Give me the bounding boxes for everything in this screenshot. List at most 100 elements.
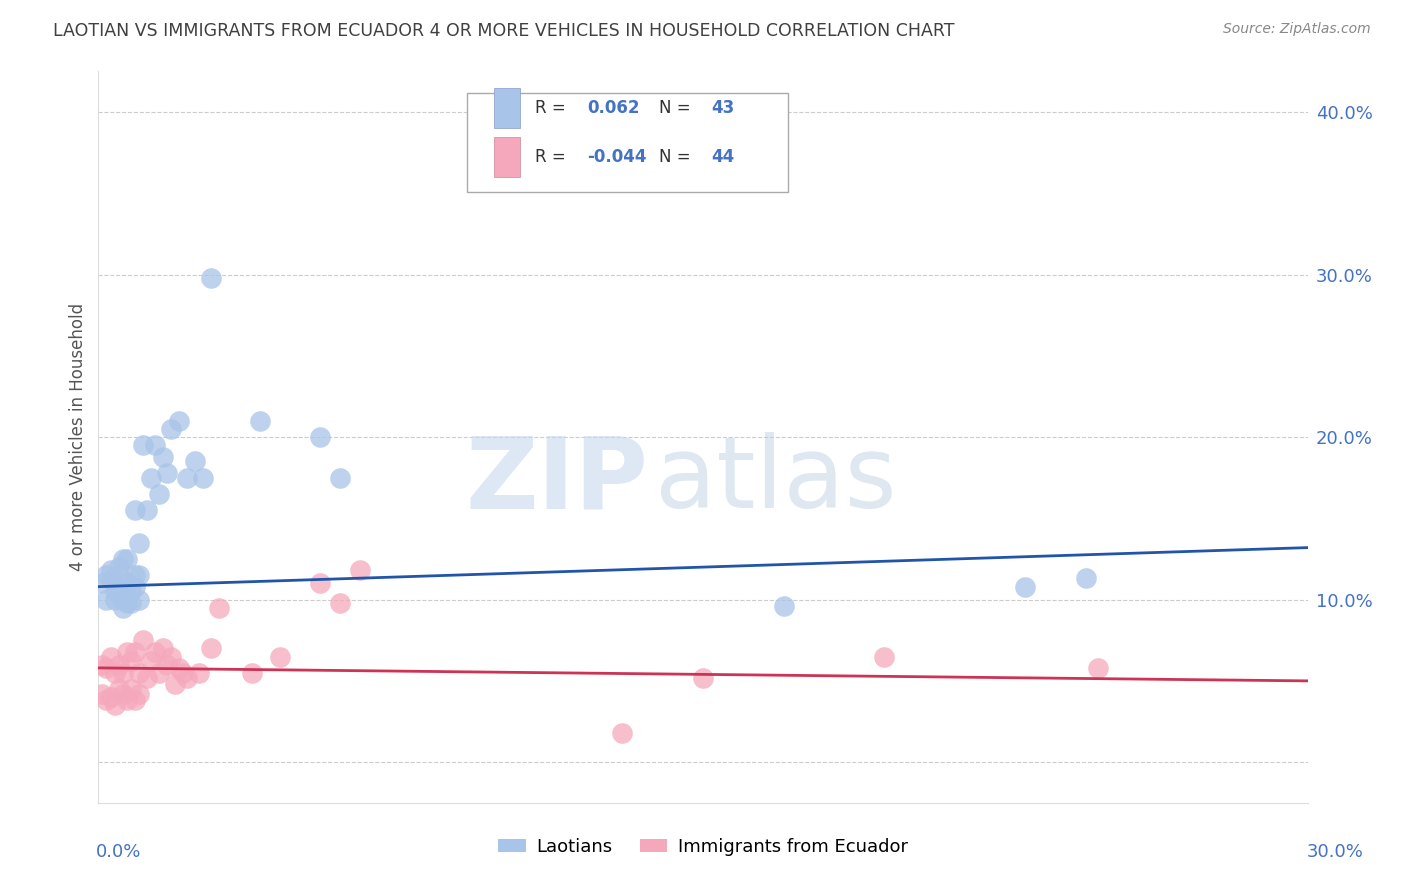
- Text: Source: ZipAtlas.com: Source: ZipAtlas.com: [1223, 22, 1371, 37]
- Point: [107, 657, 129, 672]
- Point: [128, 592, 150, 607]
- Point: [135, 503, 157, 517]
- Point: [111, 600, 134, 615]
- Text: R =: R =: [534, 148, 571, 166]
- Point: [208, 600, 231, 615]
- Point: [139, 654, 162, 668]
- Point: [200, 641, 222, 656]
- Point: [269, 649, 291, 664]
- Point: [103, 592, 125, 607]
- Text: R =: R =: [534, 99, 571, 117]
- Point: [111, 665, 134, 680]
- Point: [309, 576, 332, 591]
- Point: [100, 573, 122, 587]
- Point: [115, 645, 138, 659]
- Point: [115, 552, 138, 566]
- Point: [329, 471, 352, 485]
- Point: [103, 584, 125, 599]
- Point: [612, 726, 634, 740]
- Point: [115, 596, 138, 610]
- Point: [103, 665, 125, 680]
- Point: [329, 596, 352, 610]
- Text: N =: N =: [659, 148, 696, 166]
- Text: 30.0%: 30.0%: [1308, 843, 1364, 861]
- Point: [128, 568, 150, 582]
- Text: 0.062: 0.062: [586, 99, 640, 117]
- Point: [107, 560, 129, 574]
- FancyBboxPatch shape: [494, 88, 520, 128]
- Point: [111, 687, 134, 701]
- Point: [128, 687, 150, 701]
- Point: [176, 671, 198, 685]
- Point: [124, 693, 146, 707]
- Text: LAOTIAN VS IMMIGRANTS FROM ECUADOR 4 OR MORE VEHICLES IN HOUSEHOLD CORRELATION C: LAOTIAN VS IMMIGRANTS FROM ECUADOR 4 OR …: [53, 22, 955, 40]
- Point: [156, 657, 179, 672]
- Point: [692, 671, 714, 685]
- Point: [873, 649, 896, 664]
- Point: [188, 665, 211, 680]
- Point: [148, 665, 170, 680]
- Point: [96, 693, 118, 707]
- Point: [139, 471, 162, 485]
- Point: [132, 633, 155, 648]
- Point: [240, 665, 263, 680]
- Point: [163, 677, 186, 691]
- Point: [156, 466, 179, 480]
- Point: [160, 649, 183, 664]
- Point: [167, 661, 190, 675]
- Point: [1087, 661, 1109, 675]
- Point: [167, 414, 190, 428]
- Point: [115, 576, 138, 591]
- Text: 0.0%: 0.0%: [96, 843, 141, 861]
- Point: [96, 568, 118, 582]
- Point: [128, 535, 150, 549]
- Point: [120, 584, 142, 599]
- Point: [143, 438, 166, 452]
- Point: [132, 438, 155, 452]
- Point: [91, 687, 114, 701]
- Y-axis label: 4 or more Vehicles in Household: 4 or more Vehicles in Household: [69, 303, 87, 571]
- Point: [115, 693, 138, 707]
- Text: atlas: atlas: [655, 433, 896, 530]
- Text: N =: N =: [659, 99, 696, 117]
- Point: [107, 681, 129, 696]
- Text: 44: 44: [711, 148, 735, 166]
- Point: [100, 563, 122, 577]
- Point: [107, 568, 129, 582]
- Point: [100, 649, 122, 664]
- Point: [96, 592, 118, 607]
- Point: [148, 487, 170, 501]
- Point: [96, 661, 118, 675]
- Point: [193, 471, 215, 485]
- Point: [135, 671, 157, 685]
- Point: [1014, 580, 1036, 594]
- Point: [152, 450, 174, 464]
- Text: ZIP: ZIP: [465, 433, 648, 530]
- Point: [120, 596, 142, 610]
- Point: [100, 690, 122, 705]
- FancyBboxPatch shape: [494, 137, 520, 178]
- Legend: Laotians, Immigrants from Ecuador: Laotians, Immigrants from Ecuador: [491, 830, 915, 863]
- Point: [120, 654, 142, 668]
- Point: [124, 580, 146, 594]
- Point: [1074, 572, 1097, 586]
- Point: [160, 422, 183, 436]
- Point: [128, 665, 150, 680]
- Point: [184, 454, 207, 468]
- FancyBboxPatch shape: [467, 94, 787, 192]
- Point: [176, 471, 198, 485]
- Point: [143, 645, 166, 659]
- Point: [103, 698, 125, 713]
- Point: [91, 576, 114, 591]
- Point: [772, 599, 794, 614]
- Point: [349, 563, 371, 577]
- Point: [124, 568, 146, 582]
- Point: [91, 657, 114, 672]
- Point: [309, 430, 332, 444]
- Point: [200, 270, 222, 285]
- Point: [249, 414, 271, 428]
- Point: [172, 665, 194, 680]
- Point: [152, 641, 174, 656]
- Text: -0.044: -0.044: [586, 148, 647, 166]
- Point: [124, 645, 146, 659]
